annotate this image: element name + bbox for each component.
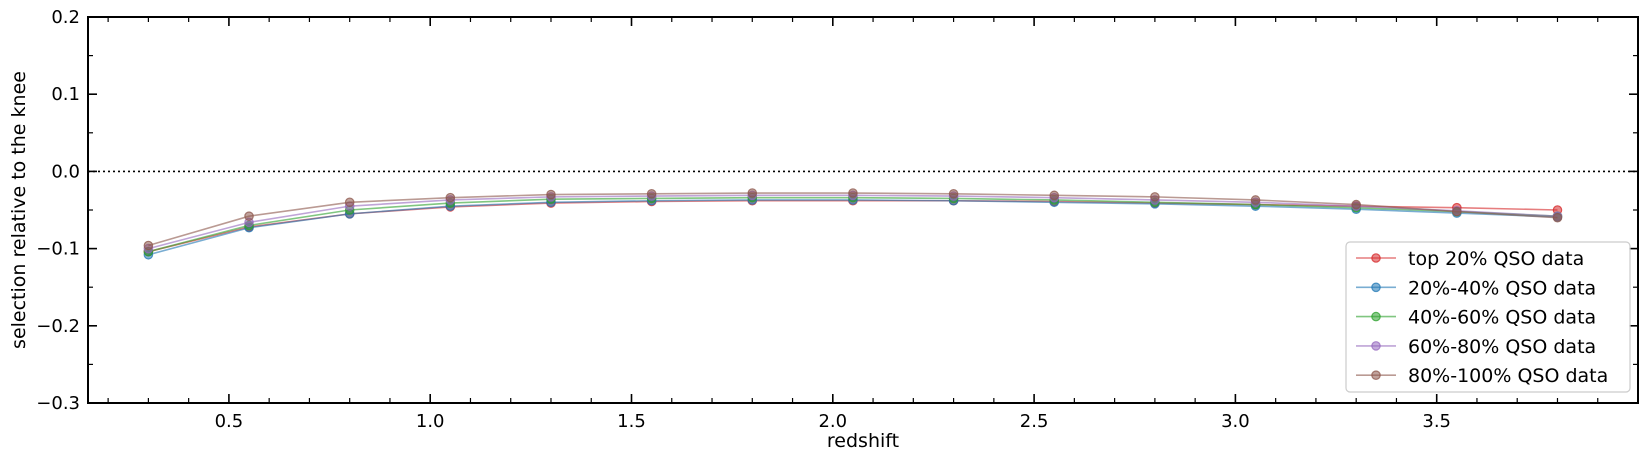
legend-entry-5: 80%-100% QSO data [1356,365,1608,387]
legend-marker [1371,282,1381,293]
y-tick-label: 0.2 [51,7,80,28]
legend-label: 20%-40% QSO data [1408,277,1596,299]
x-tick-label: 2.5 [1020,411,1049,432]
legend-entry-3: 40%-60% QSO data [1356,307,1596,329]
data-point [848,188,858,198]
data-point [244,211,254,221]
legend-label: top 20% QSO data [1408,248,1584,270]
y-tick-label: −0.2 [36,316,80,337]
data-point [143,240,154,251]
x-tick-label: 3.0 [1221,411,1250,432]
y-tick-label: −0.1 [36,239,80,260]
x-tick-label: 1.0 [416,411,445,432]
legend-marker [1371,341,1381,351]
legend: top 20% QSO data 20%-40% QSO data 40%-60% … [1345,241,1631,393]
x-axis-label: redshift [827,430,899,452]
legend-entry-4: 60%-80% QSO data [1356,336,1596,358]
y-tick-label: −0.3 [36,393,80,414]
data-point [1552,212,1563,223]
y-tick-label: 0.1 [51,84,80,105]
legend-entry-2: 20%-40% QSO data [1356,277,1596,299]
series-layer [143,188,1563,260]
x-tick-label: 3.5 [1422,411,1451,432]
legend-marker [1371,370,1381,380]
x-tick-label: 1.5 [617,411,646,432]
data-point [1049,190,1060,201]
data-point [1150,192,1160,202]
data-point [1351,199,1361,210]
y-tick-label: 0.0 [51,161,80,182]
data-point [646,188,657,199]
data-point [344,197,355,208]
legend-marker [1371,311,1381,322]
data-point [1452,206,1462,217]
data-point [546,189,556,200]
legend-label: 60%-80% QSO data [1408,336,1596,358]
data-point [948,188,959,199]
data-point [747,188,758,198]
legend-entry-1: top 20% QSO data [1356,248,1584,270]
series-5 [143,188,1563,251]
y-axis-label: selection relative to the knee [8,71,30,349]
legend-marker [1371,253,1381,263]
legend-label: 80%-100% QSO data [1408,365,1608,387]
legend-box [1345,241,1631,393]
x-tick-label: 2.0 [818,411,847,432]
data-point [1250,195,1261,205]
x-tick-label: 0.5 [215,411,244,432]
data-point [445,192,456,203]
ticks: 0.5 1.0 1.5 2.0 2.5 3.0 3.5 −0.3 −0.2 −0.1 0.0 0.1 0… [36,7,1638,432]
legend-label: 40%-60% QSO data [1408,307,1596,329]
